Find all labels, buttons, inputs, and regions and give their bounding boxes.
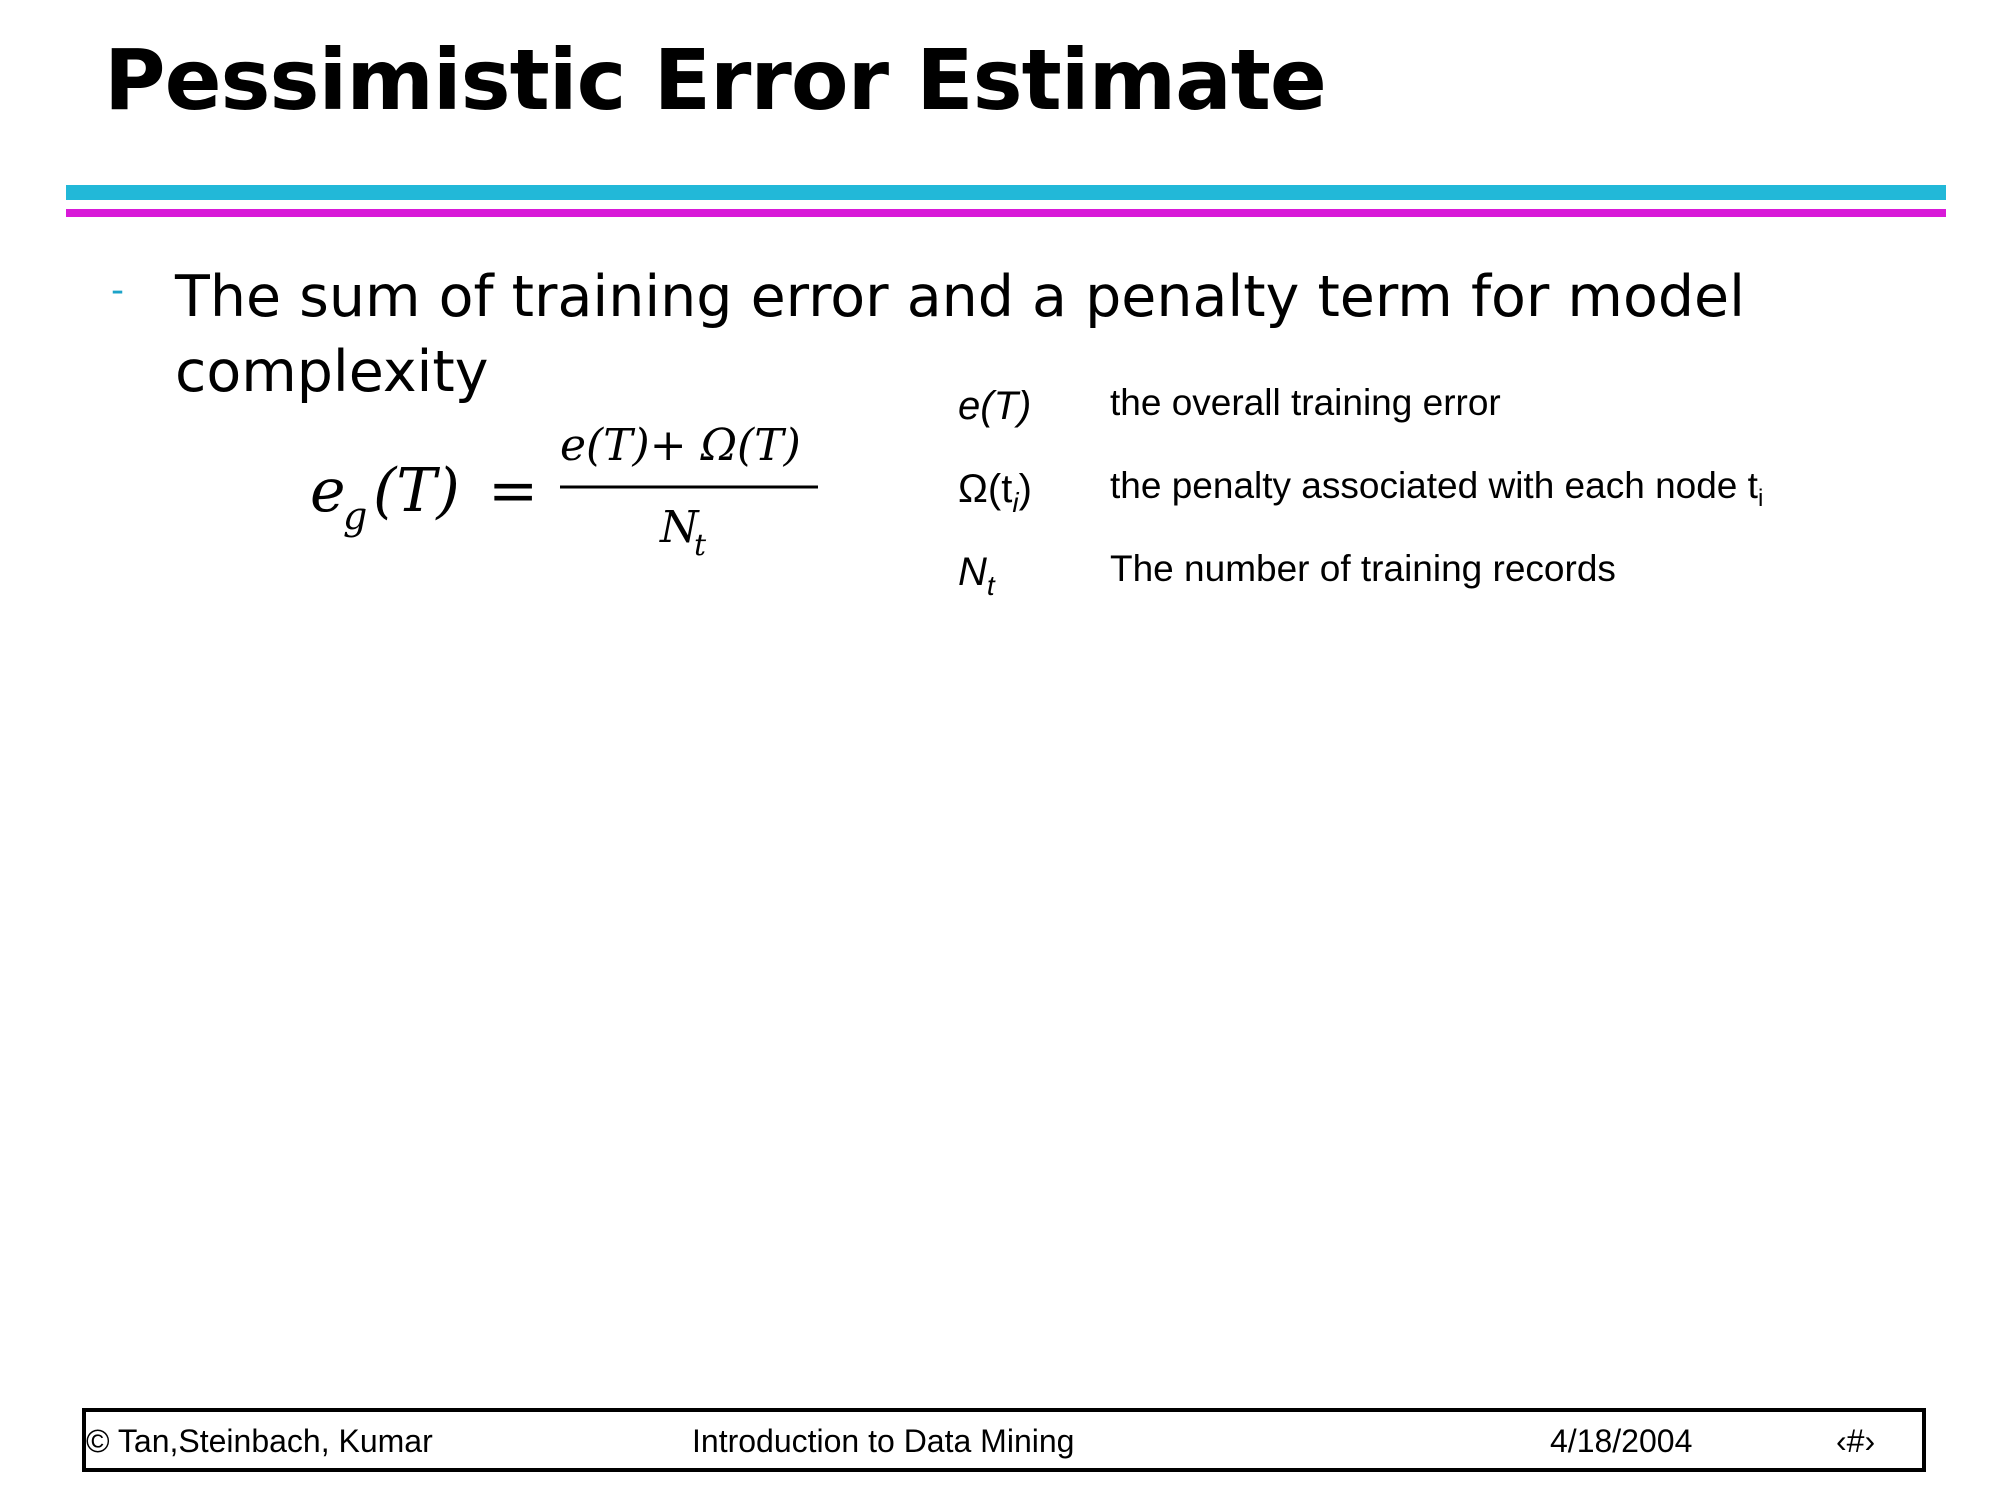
legend-symbol: Ω(ti) (958, 467, 1032, 518)
formula-lhs-argument: (T) (373, 456, 460, 526)
formula-denominator-base: N (659, 502, 700, 553)
symbol-legend: e(T) the overall training error Ω(ti) th… (958, 376, 1918, 625)
bullet-text: The sum of training error and a penalty … (175, 264, 1745, 405)
footer-date: 4/18/2004 (1550, 1423, 1693, 1459)
footer-copyright: © Tan,Steinbach, Kumar (86, 1423, 433, 1459)
legend-symbol: Nt (958, 550, 995, 601)
title-divider-cyan (66, 185, 1946, 200)
title-divider-magenta (66, 209, 1946, 217)
legend-symbol: e(T) (958, 384, 1032, 428)
footer-page-number: ‹#› (1836, 1423, 1876, 1459)
footer-course-title: Introduction to Data Mining (692, 1423, 1075, 1459)
formula-numerator: e(T)+ Ω(T) (560, 425, 801, 471)
slide-footer: © Tan,Steinbach, Kumar Introduction to D… (82, 1408, 1926, 1472)
formula-lhs-subscript: g (343, 494, 367, 538)
generalization-error-formula: e g (T) = e(T)+ Ω(T) N t (310, 425, 830, 575)
legend-row-training-records: Nt The number of training records (958, 542, 1918, 625)
legend-row-training-error: e(T) the overall training error (958, 376, 1918, 459)
bullet-marker: - (111, 270, 124, 311)
formula-denominator-subscript: t (694, 528, 707, 563)
legend-description: The number of training records (1110, 548, 1616, 589)
formula-equals: = (488, 456, 538, 526)
formula-lhs-base: e (310, 456, 346, 526)
formula-graphic: e g (T) = e(T)+ Ω(T) N t (310, 425, 818, 563)
slide-title: Pessimistic Error Estimate (104, 31, 1327, 129)
legend-description: the penalty associated with each node ti (1110, 465, 1764, 512)
legend-description: the overall training error (1110, 382, 1501, 423)
legend-row-node-penalty: Ω(ti) the penalty associated with each n… (958, 459, 1918, 542)
